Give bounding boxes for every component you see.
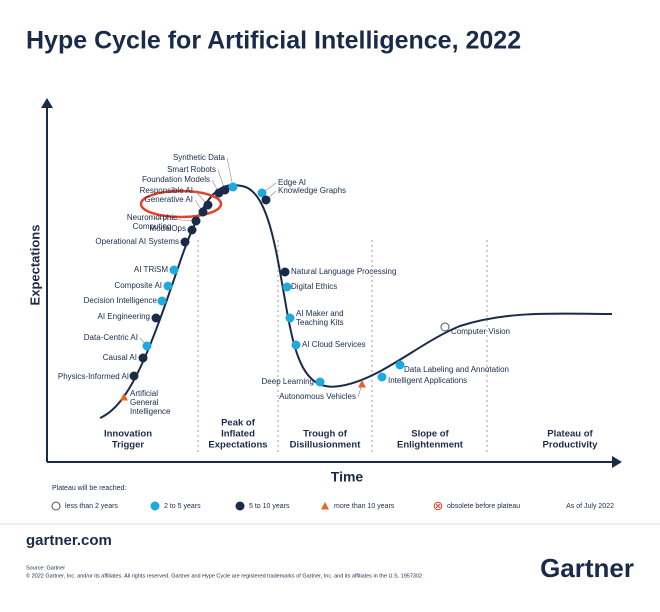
- legend-date: As of July 2022: [566, 503, 614, 510]
- node-marker: [377, 372, 387, 382]
- node-marker: [358, 380, 366, 388]
- node-marker: [191, 216, 201, 226]
- node-label: Artificial: [130, 389, 158, 398]
- node-label: Decision Intelligence: [84, 296, 158, 305]
- legend-label: less than 2 years: [65, 503, 118, 510]
- node-label: Neuromorphic: [127, 213, 177, 222]
- phase-label: Trough of: [303, 429, 348, 440]
- node-marker: [257, 188, 267, 198]
- node-label: AI Cloud Services: [302, 340, 366, 349]
- source: Source: Gartner: [26, 565, 65, 571]
- node-marker: [120, 393, 128, 401]
- node-label: Teaching Kits: [296, 318, 344, 327]
- node-label: AI TRiSM: [134, 265, 168, 274]
- node-label: Composite AI: [114, 281, 162, 290]
- x-arrow: [612, 456, 622, 468]
- legend-label: 5 to 10 years: [249, 503, 290, 510]
- legend-marker: [433, 501, 443, 511]
- phase-label: Inflated: [221, 429, 255, 440]
- y-arrow: [41, 98, 53, 108]
- node-marker: [169, 265, 179, 275]
- node-label: Data-Centric AI: [84, 333, 138, 342]
- node-marker: [203, 200, 213, 210]
- node-label: General: [130, 398, 159, 407]
- node-label: Digital Ethics: [291, 282, 337, 291]
- node-label: Generative AI: [145, 195, 193, 204]
- phase-label: Enlightenment: [397, 440, 464, 451]
- legend-marker: [150, 501, 160, 511]
- node-marker: [220, 185, 230, 195]
- node-marker: [180, 237, 190, 247]
- node-marker: [282, 282, 292, 292]
- hype-curve: [99, 184, 613, 419]
- node-label: Operational AI Systems: [95, 237, 179, 246]
- node-marker: [440, 322, 450, 332]
- node-marker: [138, 353, 148, 363]
- node-label: Responsible AI: [140, 186, 193, 195]
- node-label: Causal AI: [103, 353, 137, 362]
- node-label: Physics-Informed AI: [58, 372, 129, 381]
- legend-marker: [51, 501, 61, 511]
- node-marker: [228, 182, 238, 192]
- node-marker: [129, 371, 139, 381]
- node-marker: [285, 313, 295, 323]
- node-marker: [261, 195, 271, 205]
- node-label: AI Engineering: [98, 312, 150, 321]
- phase-dividers: [197, 240, 488, 455]
- x-axis-label: Time: [331, 469, 364, 485]
- node-label: Autonomous Vehicles: [279, 392, 356, 401]
- node-label: Deep Learning: [262, 377, 314, 386]
- phase-label: Slope of: [411, 429, 449, 440]
- phase-label: Expectations: [208, 440, 267, 451]
- leader-line: [151, 217, 197, 222]
- node-label: Intelligent Applications: [388, 376, 467, 385]
- node-label: Computer Vision: [451, 327, 510, 336]
- phase-label: Innovation: [104, 429, 152, 440]
- y-axis-label: Expectations: [27, 225, 42, 306]
- legend-title: Plateau will be reached:: [52, 485, 126, 492]
- node-label: Data Labeling and Annotation: [404, 365, 509, 374]
- node-marker: [151, 313, 161, 323]
- phase-label: Peak of: [221, 418, 256, 429]
- phase-label: Disillusionment: [290, 440, 362, 451]
- phase-label: Plateau of: [547, 429, 593, 440]
- highlight: [139, 189, 223, 219]
- node-marker: [142, 341, 152, 351]
- legend-marker: [321, 502, 329, 510]
- copyright: © 2022 Gartner, Inc. and/or its affiliat…: [26, 572, 422, 579]
- node-label: Edge AI: [278, 178, 306, 187]
- legend-marker: [235, 501, 245, 511]
- node-marker: [198, 207, 208, 217]
- legend-label: more than 10 years: [334, 503, 395, 510]
- node-marker: [395, 360, 405, 370]
- node-marker: [157, 296, 167, 306]
- phase-label: Productivity: [543, 440, 599, 451]
- site: gartner.com: [26, 532, 112, 549]
- node-marker: [315, 377, 325, 387]
- node-label: Intelligence: [130, 407, 171, 416]
- legend-label: 2 to 5 years: [164, 503, 201, 510]
- node-label: Foundation Models: [142, 175, 210, 184]
- node-marker: [187, 225, 197, 235]
- node-label: Knowledge Graphs: [278, 186, 346, 195]
- node-label: Natural Language Processing: [291, 267, 396, 276]
- node-label: Synthetic Data: [173, 153, 226, 162]
- node-label: Smart Robots: [167, 165, 216, 174]
- marker-cross: [435, 503, 441, 509]
- title: Hype Cycle for Artificial Intelligence, …: [26, 27, 521, 55]
- logo: Gartner: [540, 553, 634, 583]
- phase-label: Trigger: [112, 440, 145, 451]
- leader-line: [226, 157, 234, 188]
- node-marker: [280, 267, 290, 277]
- node-label: Computing: [133, 222, 172, 231]
- node-marker: [291, 340, 301, 350]
- node-marker: [163, 281, 173, 291]
- node-label: AI Maker and: [296, 309, 344, 318]
- legend-label: obsolete before plateau: [447, 503, 520, 510]
- node-label: ModelOps: [150, 224, 186, 233]
